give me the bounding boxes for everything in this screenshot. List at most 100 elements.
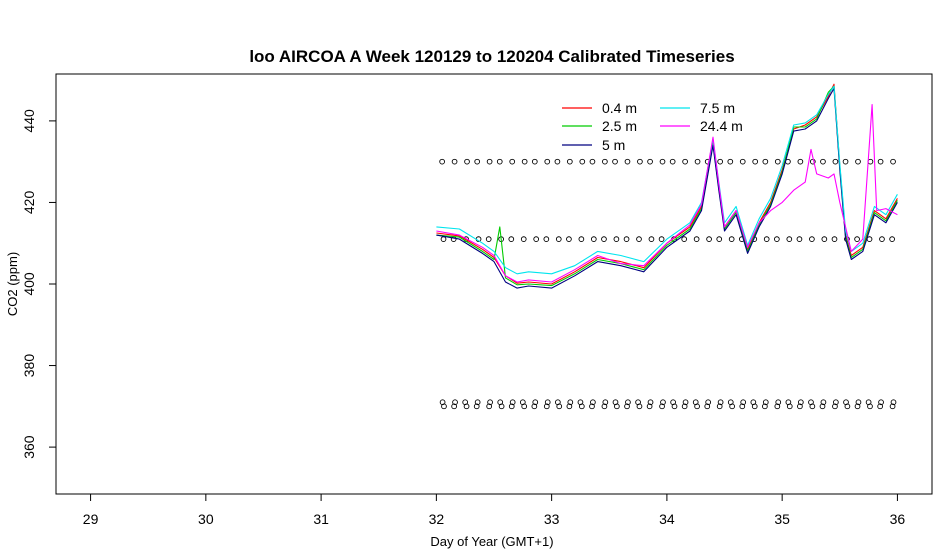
sample-marker: [646, 403, 653, 410]
sample-marker: [740, 399, 747, 406]
sample-marker: [844, 403, 851, 410]
sample-marker: [727, 158, 734, 165]
sample-marker: [819, 403, 826, 410]
sample-marker: [669, 158, 676, 165]
sample-marker: [797, 399, 804, 406]
sample-marker: [579, 158, 586, 165]
x-tick-label: 35: [774, 511, 790, 527]
sample-marker: [625, 399, 631, 406]
sample-marker: [762, 158, 769, 165]
sample-marker: [704, 403, 711, 410]
y-tick-label: 360: [21, 435, 37, 459]
sample-marker: [473, 403, 480, 410]
sample-marker: [659, 403, 665, 410]
sample-marker: [890, 399, 897, 406]
sample-marker: [763, 236, 770, 242]
sample-marker: [797, 158, 804, 165]
sample-marker: [842, 158, 849, 165]
x-tick-label: 36: [890, 511, 906, 527]
chart-title: loo AIRCOA A Week 120129 to 120204 Calib…: [249, 47, 734, 66]
sample-marker: [544, 399, 551, 406]
sample-marker: [681, 236, 688, 242]
sample-marker: [543, 403, 550, 410]
sample-marker: [636, 403, 643, 410]
sample-markers: [439, 158, 897, 410]
sample-marker: [658, 236, 665, 242]
sample-marker: [877, 403, 883, 410]
sample-marker: [452, 399, 458, 406]
sample-marker: [508, 236, 515, 242]
legend-label: 24.4 m: [700, 118, 743, 134]
x-tick-label: 31: [313, 511, 329, 527]
sample-marker: [890, 158, 896, 165]
sample-marker: [867, 403, 873, 410]
sample-marker: [833, 399, 839, 406]
sample-marker: [614, 403, 620, 410]
sample-marker: [647, 399, 654, 406]
sample-marker: [624, 403, 630, 410]
sample-marker: [566, 403, 573, 410]
sample-marker: [889, 403, 896, 410]
x-tick-label: 34: [659, 511, 675, 527]
sample-marker: [705, 399, 712, 406]
sample-marker: [854, 236, 860, 242]
sample-marker: [728, 236, 735, 242]
sample-marker: [637, 158, 643, 165]
sample-marker: [682, 158, 688, 165]
legend: 0.4 m 2.5 m 5 m 7.5 m 24.4 m: [562, 100, 743, 153]
legend-label: 5 m: [602, 137, 625, 153]
sample-marker: [832, 158, 839, 165]
x-tick-label: 33: [544, 511, 560, 527]
sample-marker: [831, 236, 838, 242]
y-tick-label: 440: [21, 109, 37, 133]
sample-marker: [797, 403, 803, 410]
sample-marker: [589, 158, 596, 165]
sample-marker: [544, 158, 551, 165]
sample-marker: [694, 158, 701, 165]
legend-label: 0.4 m: [602, 100, 637, 116]
sample-marker: [520, 236, 527, 242]
series-line: [436, 85, 898, 287]
sample-marker: [531, 403, 538, 410]
sample-marker: [543, 236, 550, 242]
sample-marker: [464, 158, 470, 165]
sample-marker: [832, 403, 838, 410]
sample-marker: [554, 158, 561, 165]
sample-marker: [647, 158, 653, 165]
sample-marker: [809, 236, 815, 242]
sample-marker: [566, 236, 572, 242]
y-tick-label: 420: [21, 191, 37, 215]
sample-marker: [439, 158, 445, 165]
sample-marker: [601, 236, 607, 242]
sample-marker: [716, 236, 723, 242]
sample-marker: [877, 158, 884, 165]
sample-marker: [820, 158, 826, 165]
y-axis: 360 380 400 420 440: [21, 109, 56, 459]
sample-marker: [521, 403, 528, 410]
sample-marker: [578, 236, 585, 242]
sample-marker: [636, 236, 642, 242]
y-tick-label: 400: [21, 272, 37, 296]
sample-marker: [623, 236, 630, 242]
sample-marker: [556, 403, 563, 410]
sample-marker: [496, 158, 503, 165]
sample-marker: [441, 403, 447, 410]
sample-marker: [660, 399, 666, 406]
sample-marker: [879, 236, 885, 242]
sample-marker: [485, 236, 492, 242]
sample-marker: [531, 158, 538, 165]
sample-marker: [508, 403, 515, 410]
sample-marker: [498, 403, 505, 410]
sample-marker: [854, 403, 861, 410]
sample-marker: [440, 236, 447, 242]
sample-marker: [752, 158, 759, 165]
sample-marker: [624, 158, 631, 165]
sample-marker: [590, 399, 596, 406]
legend-label: 2.5 m: [602, 118, 637, 134]
sample-marker: [533, 236, 540, 242]
sample-marker: [786, 236, 793, 242]
sample-marker: [474, 158, 481, 165]
sample-marker: [821, 236, 828, 242]
sample-marker: [855, 399, 862, 406]
sample-marker: [775, 399, 782, 406]
